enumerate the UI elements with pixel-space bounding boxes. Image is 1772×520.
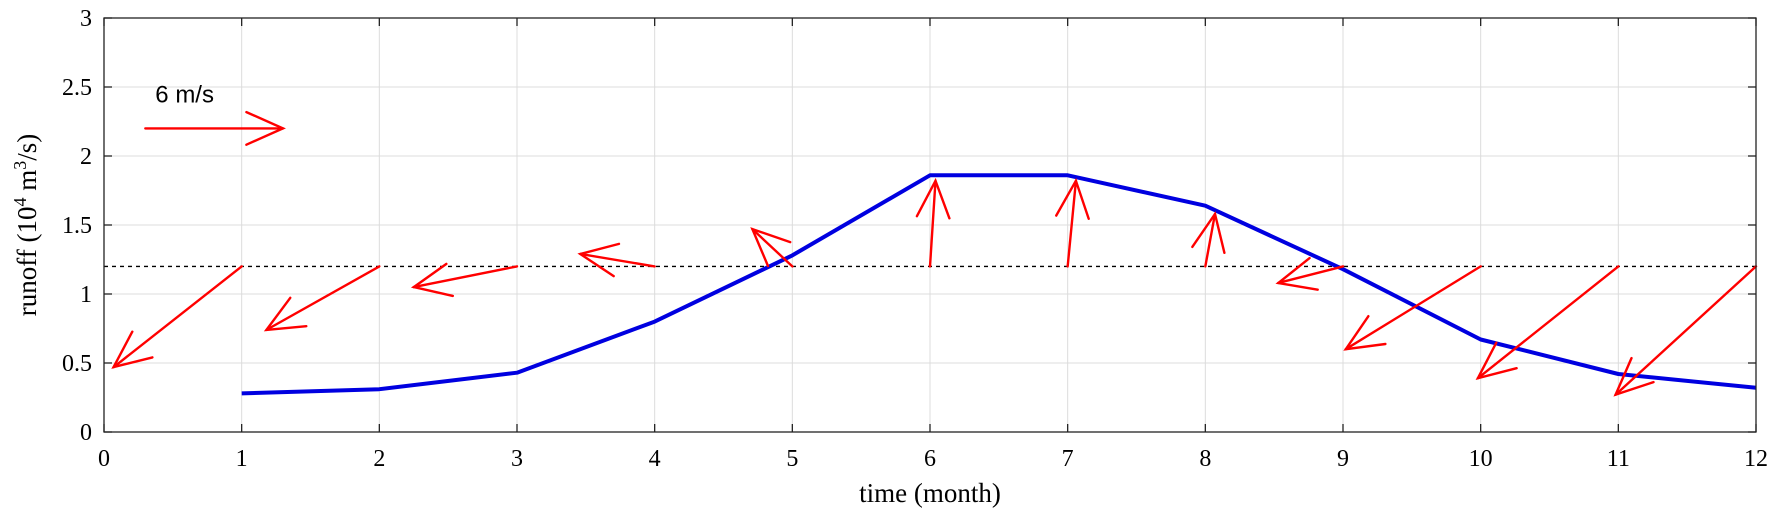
wind-vector [263,265,381,332]
wind-vector [1275,256,1345,291]
vector-head [915,177,951,220]
x-tick-label: 12 [1744,446,1768,472]
x-tick-label: 11 [1607,446,1630,472]
x-tick-label: 7 [1062,446,1074,472]
y-axis-label-exp1: 4 [10,198,30,207]
wind-vector [1191,211,1226,268]
wind-vector [1343,265,1482,351]
vector-head [1275,256,1319,291]
y-tick-label: 2 [80,144,92,170]
x-tick-label: 9 [1337,446,1349,472]
vector-head [1054,177,1090,221]
series-layer [241,173,1757,396]
vector-shaft [265,265,381,332]
vector-shaft [1277,265,1345,285]
vector-head [111,330,154,369]
y-tick-label: 2.5 [62,75,92,101]
vector-shaft [1066,179,1078,268]
scale-label: 6 m/s [155,81,214,108]
wind-vector [577,242,656,278]
y-axis-label: runoff (104 m3/s) [10,134,42,317]
vector-shaft [928,179,937,268]
x-tick-label: 4 [649,446,661,472]
x-tick-label: 6 [924,446,936,472]
vector-head [410,262,454,298]
wind-vector [915,177,951,268]
wind-vector [1054,177,1090,268]
y-tick-label: 1.5 [62,213,92,239]
wind-vector [1475,265,1620,381]
vector-shaft [1204,212,1217,268]
vector-shaft [1614,265,1758,396]
x-tick-label: 8 [1199,446,1211,472]
wind-vector [750,227,794,268]
vector-shaft [112,265,243,369]
x-tick-label: 5 [786,446,798,472]
x-tick-label: 1 [236,446,248,472]
x-tick-label: 0 [98,446,110,472]
vector-head [245,110,286,146]
runoff-series-line [241,173,1757,396]
y-axis-label-prefix: runoff (10 [12,207,42,317]
x-axis-label: time (month) [859,478,1001,508]
x-tick-label: 3 [511,446,523,472]
y-axis-label-mid: m [12,170,42,198]
y-tick-label: 1 [80,282,92,308]
x-tick-label: 10 [1469,446,1493,472]
scale-arrow [144,110,286,146]
vector-shaft [1344,265,1482,351]
vector-shaft [579,252,656,268]
vector-shaft [412,265,519,289]
wind-vector [111,265,243,369]
x-tick-label: 2 [373,446,385,472]
y-tick-label: 0 [80,420,92,446]
scale-legend: 6 m/s [144,81,286,146]
y-tick-label: 3 [80,6,92,32]
vector-shaft [1476,265,1620,380]
vector-head [1475,341,1518,381]
vector-head [1343,315,1387,351]
y-tick-label: 0.5 [62,351,92,377]
wind-vector [410,262,519,298]
vector-head [1613,356,1655,397]
wind-vector [1613,265,1758,397]
vector-head [577,242,621,278]
wind-vector-layer [111,177,1758,397]
vector-head [1191,211,1226,255]
vector-head [263,296,308,332]
y-axis-label-exp2: 3 [10,161,30,170]
y-axis-label-suffix: /s) [12,134,42,161]
vector-shaft [751,227,794,268]
vector-head [750,227,792,268]
